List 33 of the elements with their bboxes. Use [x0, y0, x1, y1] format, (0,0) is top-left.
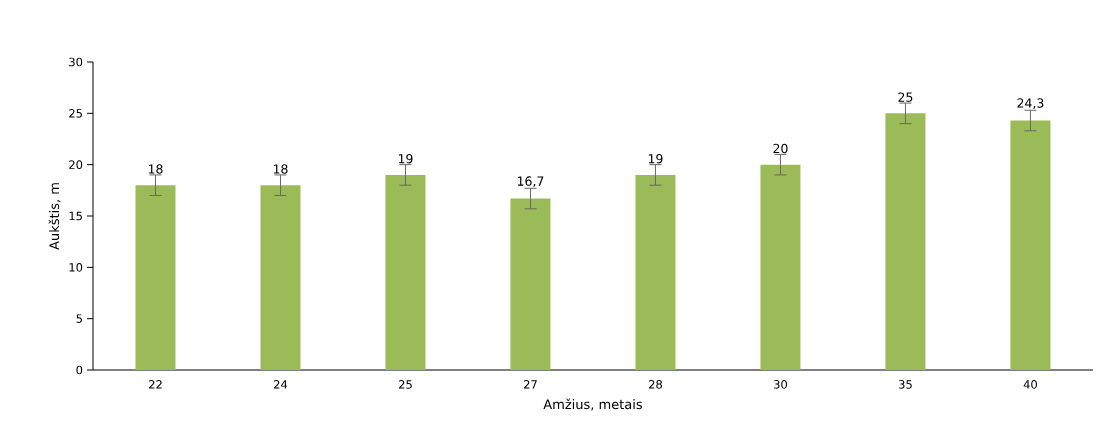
x-tick-label: 27	[524, 380, 537, 389]
x-tick-label: 28	[648, 380, 662, 389]
bar	[135, 185, 176, 370]
x-tick-label: 22	[149, 380, 162, 389]
y-tick-label: 25	[69, 108, 82, 118]
y-tick-label: 20	[69, 160, 83, 170]
data-label: 25	[898, 92, 913, 102]
x-axis-title: Amžius, metais	[543, 398, 643, 411]
bar	[260, 185, 301, 370]
data-label: 19	[398, 154, 413, 164]
data-label: 19	[648, 154, 663, 164]
bar	[385, 174, 426, 370]
x-tick-label: 40	[1023, 380, 1037, 389]
x-tick-label: 24	[274, 380, 288, 389]
y-tick-label: 10	[69, 262, 83, 272]
data-label: 18	[148, 164, 163, 174]
data-label: 18	[273, 164, 288, 174]
bar	[1010, 120, 1051, 370]
x-tick-label: 35	[899, 380, 912, 389]
data-label: 16,7	[517, 176, 544, 188]
y-tick-label: 5	[76, 314, 82, 323]
bar	[635, 174, 676, 370]
data-label: 20	[773, 143, 788, 154]
y-tick-label: 15	[69, 211, 82, 221]
y-tick-label: 0	[76, 365, 83, 375]
y-tick-label: 30	[69, 57, 83, 67]
x-tick-label: 30	[774, 380, 787, 389]
data-label: 24,3	[1017, 98, 1044, 110]
bar	[510, 198, 551, 370]
x-tick-label: 25	[399, 380, 412, 389]
bar	[760, 164, 801, 370]
y-axis-title: Aukštis, m	[48, 183, 61, 250]
bar	[885, 113, 926, 370]
